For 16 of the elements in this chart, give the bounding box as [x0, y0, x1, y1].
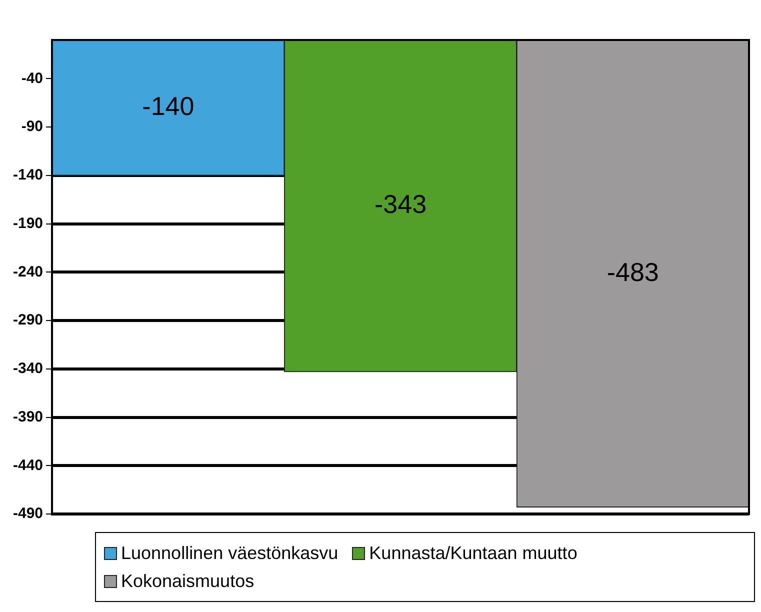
legend-label: Kunnasta/Kuntaan muutto [369, 542, 578, 565]
legend-label: Kokonaismuutos [121, 570, 254, 593]
y-tick-label: -490 [12, 505, 44, 522]
y-tick-label: -240 [12, 263, 44, 280]
y-tick-label: -340 [12, 360, 44, 378]
legend-label: Luonnollinen väestönkasvu [121, 542, 338, 565]
y-tick-label: -140 [12, 166, 44, 184]
y-tick-label: -90 [21, 118, 44, 136]
data-label: -483 [606, 256, 659, 287]
data-label: -343 [374, 189, 427, 220]
y-tick-label: -190 [12, 214, 44, 232]
y-tick-label: -290 [12, 312, 44, 329]
y-tick-label: -390 [12, 408, 44, 426]
y-tick-label: -40 [21, 70, 44, 87]
y-tick-label: -440 [12, 456, 44, 474]
data-label: -140 [142, 90, 194, 121]
